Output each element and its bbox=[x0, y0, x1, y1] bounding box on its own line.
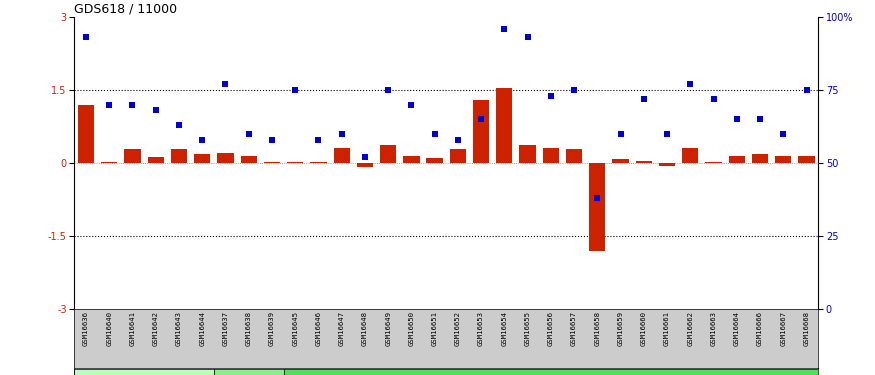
Text: GSM16650: GSM16650 bbox=[409, 311, 415, 346]
Text: GSM16667: GSM16667 bbox=[780, 311, 787, 346]
Text: GSM16638: GSM16638 bbox=[246, 311, 252, 346]
Text: GSM16666: GSM16666 bbox=[757, 311, 763, 346]
Text: GSM16660: GSM16660 bbox=[640, 311, 647, 346]
Bar bbox=[496, 88, 513, 163]
Text: GSM16652: GSM16652 bbox=[455, 311, 461, 346]
Text: GSM16643: GSM16643 bbox=[176, 311, 182, 346]
Text: GSM16656: GSM16656 bbox=[548, 311, 554, 346]
Text: GSM16661: GSM16661 bbox=[664, 311, 670, 346]
Text: GSM16662: GSM16662 bbox=[687, 311, 693, 346]
Text: GSM16646: GSM16646 bbox=[315, 311, 321, 346]
Text: GSM16641: GSM16641 bbox=[130, 311, 136, 346]
Bar bbox=[124, 150, 141, 163]
Text: GSM16651: GSM16651 bbox=[431, 311, 438, 346]
Bar bbox=[682, 147, 698, 163]
Bar bbox=[102, 162, 117, 163]
Bar bbox=[284, 369, 818, 375]
Bar bbox=[520, 145, 536, 163]
Text: GSM16668: GSM16668 bbox=[803, 311, 809, 346]
Text: GDS618 / 11000: GDS618 / 11000 bbox=[74, 2, 178, 15]
Text: GSM16647: GSM16647 bbox=[339, 311, 345, 346]
Text: GSM16657: GSM16657 bbox=[571, 311, 578, 346]
Bar bbox=[403, 156, 419, 163]
Bar bbox=[194, 154, 210, 163]
Bar bbox=[148, 157, 164, 163]
Bar bbox=[311, 162, 326, 163]
Bar bbox=[473, 100, 489, 163]
Text: GSM16642: GSM16642 bbox=[153, 311, 158, 346]
Text: GSM16636: GSM16636 bbox=[83, 311, 89, 346]
Bar bbox=[450, 150, 466, 163]
Text: GSM16654: GSM16654 bbox=[501, 311, 507, 346]
Text: GSM16645: GSM16645 bbox=[292, 311, 298, 346]
Bar bbox=[729, 156, 745, 163]
Text: GSM16658: GSM16658 bbox=[594, 311, 600, 346]
Bar bbox=[357, 163, 373, 167]
Bar bbox=[659, 163, 676, 166]
Text: GSM16655: GSM16655 bbox=[525, 311, 530, 346]
Bar bbox=[426, 158, 443, 163]
Bar bbox=[263, 162, 280, 163]
Bar bbox=[287, 162, 304, 163]
Bar bbox=[74, 369, 213, 375]
Bar bbox=[798, 156, 815, 163]
Bar bbox=[78, 105, 94, 163]
Bar bbox=[775, 156, 791, 163]
Bar bbox=[589, 163, 605, 251]
Text: GSM16649: GSM16649 bbox=[385, 311, 391, 346]
Bar bbox=[380, 145, 396, 163]
Text: GSM16653: GSM16653 bbox=[478, 311, 484, 346]
Text: GSM16663: GSM16663 bbox=[710, 311, 717, 346]
Text: GSM16659: GSM16659 bbox=[618, 311, 624, 346]
Bar bbox=[214, 369, 284, 375]
Bar bbox=[333, 147, 350, 163]
Bar bbox=[241, 156, 257, 163]
Bar bbox=[705, 162, 722, 163]
Bar bbox=[612, 159, 629, 163]
Text: GSM16648: GSM16648 bbox=[362, 311, 368, 346]
Bar bbox=[566, 150, 582, 163]
Text: GSM16639: GSM16639 bbox=[269, 311, 275, 346]
Bar bbox=[217, 153, 234, 163]
Text: GSM16637: GSM16637 bbox=[222, 311, 228, 346]
Text: GSM16640: GSM16640 bbox=[106, 311, 112, 346]
Bar bbox=[752, 154, 768, 163]
Text: GSM16644: GSM16644 bbox=[200, 311, 206, 346]
Bar bbox=[635, 160, 652, 163]
Bar bbox=[171, 150, 187, 163]
Text: GSM16664: GSM16664 bbox=[734, 311, 739, 346]
Bar bbox=[542, 147, 559, 163]
